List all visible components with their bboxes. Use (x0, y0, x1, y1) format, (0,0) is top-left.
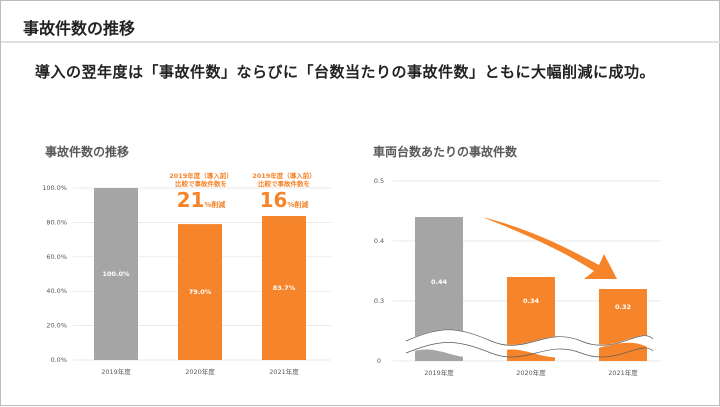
y-tick-label: 0.0% (50, 356, 67, 364)
x-tick-label: 2021年度 (269, 367, 299, 376)
page-title: 事故件数の推移 (23, 19, 136, 38)
note-unit: %削減 (204, 201, 226, 209)
divider (1, 41, 720, 43)
note-line1: 2019年度（導入前） (252, 172, 316, 180)
x-tick-label: 2020年度 (185, 367, 215, 376)
y-tick-label: 80.0% (46, 218, 67, 226)
x-tick-label: 2019年度 (101, 367, 131, 376)
data-label: 100.0% (102, 270, 130, 278)
y-tick-label: 0 (377, 357, 381, 365)
data-label: 83.7% (273, 284, 296, 292)
y-tick-label: 40.0% (46, 287, 67, 295)
bar (262, 216, 306, 360)
chart1-title: 事故件数の推移 (45, 145, 130, 159)
note-line1: 2019年度（導入前） (169, 172, 233, 180)
note-unit: %削減 (287, 201, 309, 209)
bar (599, 289, 647, 361)
bar (94, 188, 138, 360)
x-tick-label: 2019年度 (424, 368, 454, 377)
data-label: 0.32 (615, 303, 631, 311)
y-tick-label: 20.0% (46, 322, 67, 330)
y-tick-label: 100.0% (42, 184, 67, 192)
chart2-title: 車両台数あたりの事故件数 (373, 145, 518, 159)
y-tick-label: 0.5 (374, 177, 384, 185)
x-tick-label: 2021年度 (608, 368, 638, 377)
subtitle: 導入の翌年度は「事故件数」ならびに「台数当たりの事故件数」ともに大幅削減に成功。 (35, 63, 656, 81)
data-label: 0.44 (431, 278, 448, 286)
bar (178, 224, 222, 360)
y-tick-label: 0.4 (374, 237, 384, 245)
note-line2: 比較で事故件数を (175, 180, 227, 188)
note-value: 16 (259, 188, 288, 212)
data-label: 79.0% (189, 288, 212, 296)
note-value: 21 (176, 188, 205, 212)
note-line2: 比較で事故件数を (258, 180, 310, 188)
axis-break-line (405, 329, 654, 346)
axis-break-line (405, 342, 654, 358)
x-tick-label: 2020年度 (516, 368, 546, 377)
y-tick-label: 0.3 (374, 297, 384, 305)
reduction-note-2021: 2019年度（導入前） 比較で事故件数を 16%削減 (239, 172, 329, 217)
down-arrow-icon (482, 217, 617, 279)
y-tick-label: 60.0% (46, 253, 67, 261)
data-label: 0.34 (523, 297, 540, 305)
reduction-note-2020: 2019年度（導入前） 比較で事故件数を 21%削減 (156, 172, 246, 217)
